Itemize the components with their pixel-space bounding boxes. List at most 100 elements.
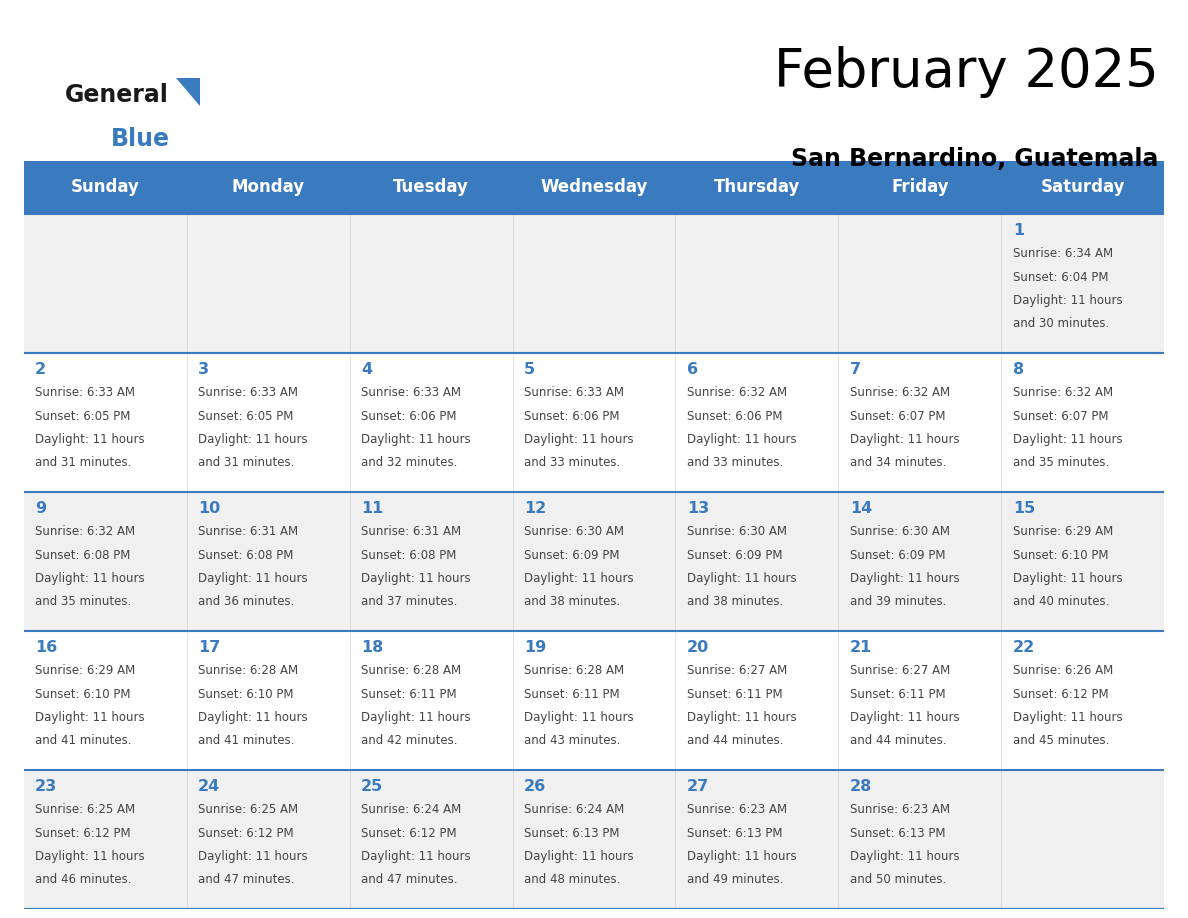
Bar [1001, 770, 1164, 909]
Text: Daylight: 11 hours: Daylight: 11 hours [849, 572, 960, 585]
Text: Daylight: 11 hours: Daylight: 11 hours [1012, 711, 1123, 724]
Text: Sunset: 6:07 PM: Sunset: 6:07 PM [1012, 409, 1108, 422]
Text: Sunset: 6:08 PM: Sunset: 6:08 PM [198, 549, 293, 562]
Text: and 47 minutes.: and 47 minutes. [361, 873, 457, 887]
Text: and 37 minutes.: and 37 minutes. [361, 596, 457, 609]
Bar [512, 214, 676, 353]
Bar [839, 353, 1001, 492]
Bar [24, 631, 187, 770]
Text: Sunrise: 6:26 AM: Sunrise: 6:26 AM [1012, 665, 1113, 677]
Text: Daylight: 11 hours: Daylight: 11 hours [849, 711, 960, 724]
Text: Sunset: 6:07 PM: Sunset: 6:07 PM [849, 409, 946, 422]
Text: Saturday: Saturday [1041, 178, 1125, 196]
Text: and 44 minutes.: and 44 minutes. [687, 734, 783, 747]
Text: Wednesday: Wednesday [541, 178, 647, 196]
Text: and 45 minutes.: and 45 minutes. [1012, 734, 1110, 747]
Text: Daylight: 11 hours: Daylight: 11 hours [361, 850, 470, 863]
Bar [676, 631, 839, 770]
Text: Sunset: 6:06 PM: Sunset: 6:06 PM [687, 409, 783, 422]
Text: Monday: Monday [232, 178, 304, 196]
Text: and 44 minutes.: and 44 minutes. [849, 734, 947, 747]
Text: Sunset: 6:12 PM: Sunset: 6:12 PM [198, 827, 293, 840]
Text: 5: 5 [524, 362, 535, 376]
Bar [512, 492, 676, 631]
Text: Sunset: 6:11 PM: Sunset: 6:11 PM [849, 688, 946, 700]
Bar [839, 492, 1001, 631]
Text: General: General [65, 83, 169, 106]
Text: and 33 minutes.: and 33 minutes. [524, 456, 620, 469]
Text: Daylight: 11 hours: Daylight: 11 hours [1012, 294, 1123, 307]
Text: Sunrise: 6:33 AM: Sunrise: 6:33 AM [524, 386, 624, 399]
Bar [24, 214, 187, 353]
Text: Daylight: 11 hours: Daylight: 11 hours [361, 711, 470, 724]
Text: Sunrise: 6:32 AM: Sunrise: 6:32 AM [1012, 386, 1113, 399]
Text: Tuesday: Tuesday [393, 178, 469, 196]
Text: Sunset: 6:08 PM: Sunset: 6:08 PM [36, 549, 131, 562]
Text: Sunset: 6:12 PM: Sunset: 6:12 PM [1012, 688, 1108, 700]
Bar [24, 492, 187, 631]
Bar [24, 353, 187, 492]
Text: 26: 26 [524, 778, 546, 794]
Text: Sunrise: 6:32 AM: Sunrise: 6:32 AM [36, 525, 135, 538]
Text: Daylight: 11 hours: Daylight: 11 hours [849, 850, 960, 863]
Text: and 41 minutes.: and 41 minutes. [198, 734, 295, 747]
Text: 12: 12 [524, 500, 546, 516]
Text: Sunset: 6:11 PM: Sunset: 6:11 PM [687, 688, 783, 700]
Text: Daylight: 11 hours: Daylight: 11 hours [687, 850, 796, 863]
Text: 28: 28 [849, 778, 872, 794]
Bar [839, 631, 1001, 770]
Text: Sunset: 6:08 PM: Sunset: 6:08 PM [361, 549, 456, 562]
Text: Sunrise: 6:30 AM: Sunrise: 6:30 AM [524, 525, 624, 538]
Text: Sunrise: 6:32 AM: Sunrise: 6:32 AM [687, 386, 786, 399]
Text: Sunset: 6:09 PM: Sunset: 6:09 PM [849, 549, 946, 562]
Bar [349, 631, 512, 770]
Bar [676, 161, 839, 214]
Text: and 35 minutes.: and 35 minutes. [36, 596, 132, 609]
Text: Thursday: Thursday [714, 178, 800, 196]
Bar [512, 631, 676, 770]
Text: Sunset: 6:12 PM: Sunset: 6:12 PM [361, 827, 456, 840]
Text: San Bernardino, Guatemala: San Bernardino, Guatemala [791, 147, 1158, 171]
Text: 15: 15 [1012, 500, 1035, 516]
Text: and 39 minutes.: and 39 minutes. [849, 596, 946, 609]
Text: 13: 13 [687, 500, 709, 516]
Bar [839, 214, 1001, 353]
Text: 2: 2 [36, 362, 46, 376]
Text: Sunrise: 6:24 AM: Sunrise: 6:24 AM [524, 803, 624, 816]
Bar [512, 161, 676, 214]
Text: Daylight: 11 hours: Daylight: 11 hours [849, 433, 960, 446]
Text: Sunset: 6:05 PM: Sunset: 6:05 PM [36, 409, 131, 422]
Text: Sunset: 6:10 PM: Sunset: 6:10 PM [1012, 549, 1108, 562]
Text: Daylight: 11 hours: Daylight: 11 hours [524, 711, 633, 724]
Text: Daylight: 11 hours: Daylight: 11 hours [524, 433, 633, 446]
Bar [1001, 161, 1164, 214]
Text: and 38 minutes.: and 38 minutes. [524, 596, 620, 609]
Text: and 40 minutes.: and 40 minutes. [1012, 596, 1110, 609]
Text: Sunset: 6:06 PM: Sunset: 6:06 PM [361, 409, 456, 422]
Text: Daylight: 11 hours: Daylight: 11 hours [687, 711, 796, 724]
Text: 8: 8 [1012, 362, 1024, 376]
Text: Sunrise: 6:33 AM: Sunrise: 6:33 AM [198, 386, 298, 399]
Text: Sunrise: 6:28 AM: Sunrise: 6:28 AM [524, 665, 624, 677]
Text: and 49 minutes.: and 49 minutes. [687, 873, 783, 887]
Text: and 38 minutes.: and 38 minutes. [687, 596, 783, 609]
Text: Sunday: Sunday [71, 178, 140, 196]
Text: 10: 10 [198, 500, 220, 516]
Bar [676, 353, 839, 492]
Text: Daylight: 11 hours: Daylight: 11 hours [361, 433, 470, 446]
Bar [24, 770, 187, 909]
Text: Sunrise: 6:23 AM: Sunrise: 6:23 AM [687, 803, 786, 816]
Text: Sunset: 6:10 PM: Sunset: 6:10 PM [36, 688, 131, 700]
Text: Sunrise: 6:29 AM: Sunrise: 6:29 AM [36, 665, 135, 677]
Text: and 41 minutes.: and 41 minutes. [36, 734, 132, 747]
Text: Daylight: 11 hours: Daylight: 11 hours [687, 433, 796, 446]
Bar [24, 161, 187, 214]
Text: Daylight: 11 hours: Daylight: 11 hours [198, 850, 308, 863]
Text: Daylight: 11 hours: Daylight: 11 hours [524, 850, 633, 863]
Text: Sunrise: 6:27 AM: Sunrise: 6:27 AM [687, 665, 788, 677]
Text: 9: 9 [36, 500, 46, 516]
Text: Sunset: 6:10 PM: Sunset: 6:10 PM [198, 688, 293, 700]
Bar [1001, 492, 1164, 631]
Text: Daylight: 11 hours: Daylight: 11 hours [36, 850, 145, 863]
Text: Sunset: 6:06 PM: Sunset: 6:06 PM [524, 409, 619, 422]
